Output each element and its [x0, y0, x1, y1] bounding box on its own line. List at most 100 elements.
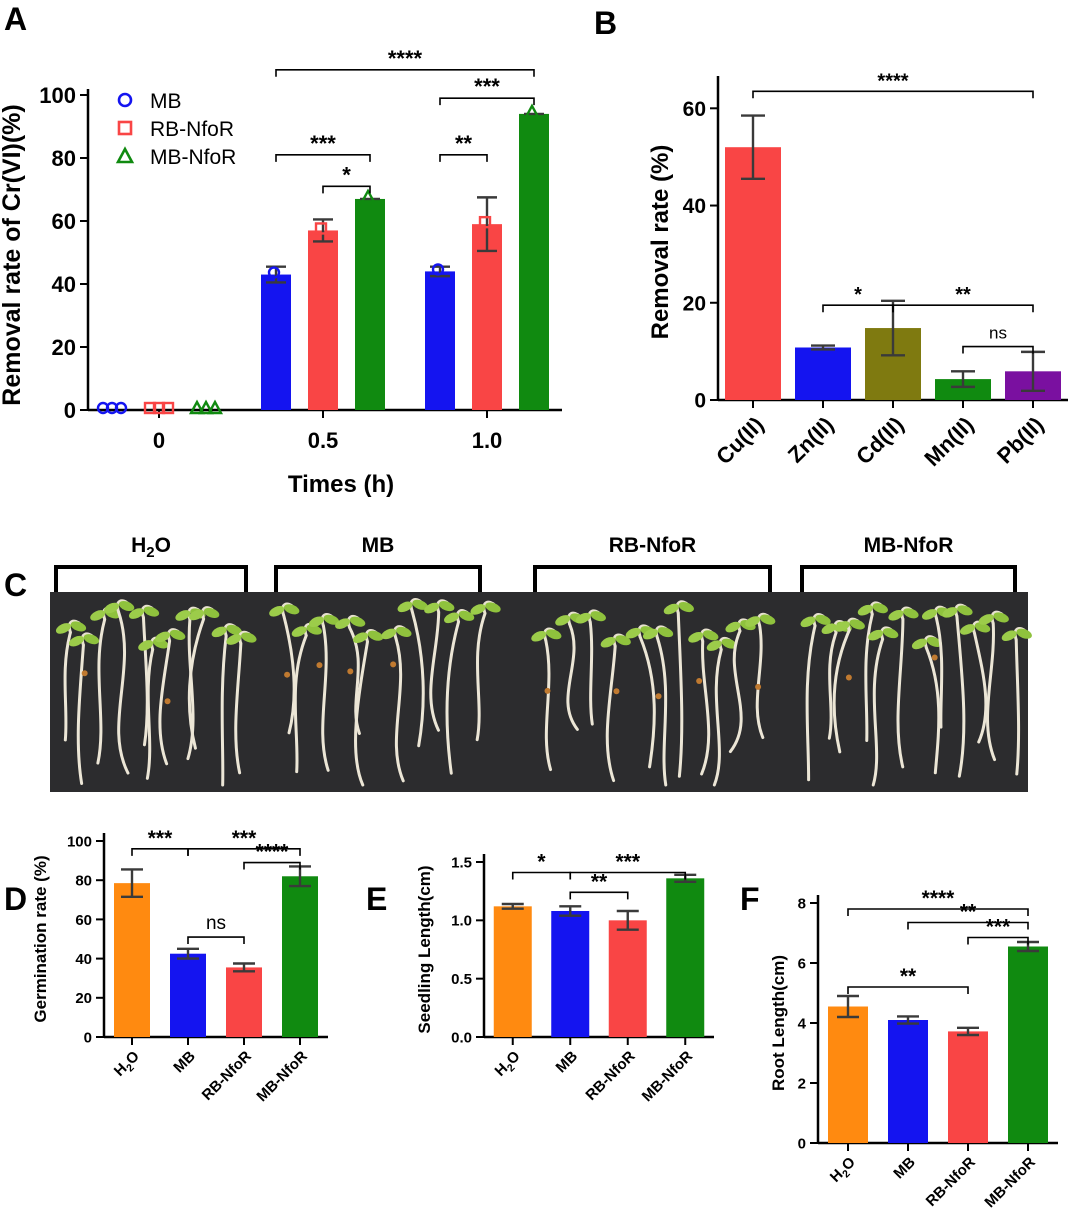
chart-b-metal-removal: 0 20 40 60 Removal rate (%) Cu(II) Zn(II) Cd(II… — [647, 70, 1068, 471]
seedling-leaf — [367, 630, 384, 641]
y-tick-label: 60 — [683, 98, 706, 121]
significance-label: *** — [615, 851, 640, 874]
seedling-root — [117, 610, 130, 775]
seedling-leaf — [138, 640, 154, 651]
seedling-root — [676, 611, 684, 778]
seedling-root — [934, 616, 944, 729]
seedling-root — [293, 634, 308, 774]
seed-coat — [347, 668, 354, 675]
panel-label-a: A — [4, 1, 27, 37]
seedling-leaf — [706, 640, 722, 651]
x-tick-label: RB-NfoR — [199, 1048, 255, 1104]
significance-bracket — [962, 345, 1034, 354]
seedling-root — [638, 635, 656, 769]
x-tick-label: 1.0 — [472, 428, 503, 453]
data-point — [206, 399, 224, 415]
seedling-leaf — [241, 632, 257, 643]
seedling-leaf — [821, 623, 837, 635]
data-point — [188, 399, 206, 415]
significance-bracket — [275, 69, 535, 77]
seedling-root — [1014, 638, 1021, 776]
seedling-root — [234, 642, 243, 775]
group-bracket — [274, 565, 482, 592]
legend-label: MB-NfoR — [150, 146, 236, 169]
y-tick-label: 20 — [52, 335, 76, 360]
y-tick-label: 8 — [798, 895, 806, 912]
significance-bracket — [322, 185, 371, 194]
significance-label: *** — [986, 916, 1011, 939]
group-label: H2O — [131, 534, 171, 561]
bar-Mn(II) — [935, 379, 991, 400]
x-tick-label: 0 — [153, 428, 165, 453]
significance-bracket — [131, 848, 189, 856]
seedling-leaf — [555, 615, 571, 626]
legend-marker — [117, 92, 133, 108]
group-label-sub: 2 — [146, 544, 154, 561]
bar-MB — [888, 1020, 928, 1143]
seedling-leaf — [745, 616, 761, 627]
bar-H2O — [114, 883, 150, 1037]
significance-bracket — [439, 97, 535, 106]
data-point — [431, 263, 445, 276]
x-tick-label: MB — [553, 1048, 582, 1077]
seedling-leaf — [397, 601, 413, 613]
seedling-leaf — [815, 614, 831, 625]
seedlings — [55, 598, 1032, 787]
panel-label-d: D — [4, 881, 27, 917]
seedling-leaf — [83, 634, 100, 645]
group-bracket — [533, 565, 772, 592]
seedling-root — [220, 634, 228, 787]
significance-label: *** — [148, 827, 173, 850]
seedling-root — [864, 612, 874, 743]
seedling-leaf — [960, 624, 976, 635]
bar-MB-NfoR-1.0 — [519, 113, 549, 411]
data-point — [197, 399, 215, 415]
seedling-leaf — [444, 612, 460, 624]
seedling-leaf — [663, 603, 679, 615]
x-tick-label: 0.5 — [308, 428, 339, 453]
seedling-root — [158, 639, 172, 766]
seedling-leaf — [642, 628, 658, 640]
group-bracket — [54, 565, 248, 592]
seedling-leaf — [226, 624, 242, 635]
seedling-leaf — [308, 616, 324, 628]
y-axis-title: Removal rate (%) — [647, 145, 674, 340]
significance-bracket — [511, 871, 572, 880]
significance-label: * — [342, 162, 351, 187]
seed-coat — [845, 674, 852, 681]
seedling-leaf — [872, 603, 888, 614]
panel-label-b: B — [594, 5, 617, 41]
seedling-root — [475, 611, 487, 742]
bar-H2O — [828, 1006, 868, 1143]
group-label: MB — [362, 534, 395, 557]
seedling-leaf — [857, 604, 873, 616]
seedling-leaf — [974, 622, 991, 633]
seed-coat — [613, 688, 620, 695]
group-label: MB-NfoR — [864, 534, 954, 557]
y-tick-label: 20 — [75, 990, 92, 1007]
bar-Zn(II) — [795, 347, 851, 400]
significance-label: ns — [206, 913, 226, 934]
x-tick-label: MB — [890, 1154, 919, 1183]
seedling-leaf — [575, 612, 591, 624]
significance-label: **** — [877, 70, 908, 92]
group-label-main: MB-NfoR — [864, 534, 954, 557]
data-point — [114, 401, 128, 415]
significance-bracket — [847, 908, 1029, 916]
seedling-leaf — [703, 630, 719, 641]
seedling-leaf — [957, 605, 973, 616]
seed-coat — [81, 670, 88, 677]
y-axis-title: Seedling Length(cm) — [415, 865, 434, 1033]
seedling-leaf — [903, 608, 919, 619]
seedling-root — [96, 617, 107, 765]
legend-marker — [115, 146, 135, 164]
y-tick-label: 40 — [52, 272, 76, 297]
seedling-leaf — [625, 627, 641, 639]
significance-bracket — [439, 154, 488, 162]
significance-label: ** — [955, 284, 971, 306]
bar-MB-NfoR-0.5 — [355, 198, 385, 410]
seedling-leaf — [868, 629, 884, 641]
legend-label: RB-NfoR — [150, 118, 234, 141]
